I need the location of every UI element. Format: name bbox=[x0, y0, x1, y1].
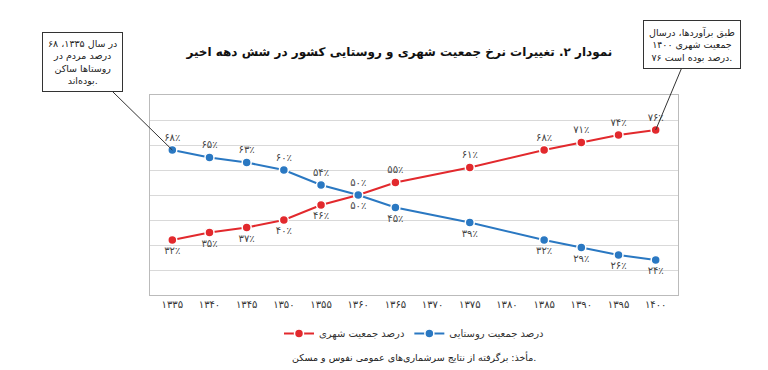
svg-text:مأخذ: برگرفته از نتایج سرشماری: مأخذ: برگرفته از نتایج سرشماری‌های عمومی… bbox=[292, 351, 536, 363]
svg-text:۵۵٪: ۵۵٪ bbox=[387, 164, 403, 175]
svg-text:۱۳۶۵: ۱۳۶۵ bbox=[385, 299, 406, 310]
svg-text:۳۹٪: ۳۹٪ bbox=[462, 228, 478, 239]
svg-text:۲۹٪: ۲۹٪ bbox=[573, 253, 589, 264]
svg-text:۳۵٪: ۳۵٪ bbox=[201, 238, 217, 249]
svg-text:۴۵٪: ۴۵٪ bbox=[387, 213, 403, 224]
svg-text:۴۰٪: ۴۰٪ bbox=[276, 225, 292, 236]
svg-text:۱۳۳۵: ۱۳۳۵ bbox=[162, 299, 183, 310]
svg-text:۱۳۴۰: ۱۳۴۰ bbox=[199, 299, 220, 310]
svg-text:۴۶٪: ۴۶٪ bbox=[313, 210, 329, 221]
svg-text:۷۱٪: ۷۱٪ bbox=[573, 124, 589, 135]
svg-text:۶۳٪: ۶۳٪ bbox=[239, 144, 255, 155]
svg-text:۱۳۷۰: ۱۳۷۰ bbox=[422, 299, 443, 310]
svg-text:۱۳۶۰: ۱۳۶۰ bbox=[347, 299, 368, 310]
svg-text:۱۳۸۵: ۱۳۸۵ bbox=[533, 299, 554, 310]
svg-text:نمودار ۲. تغییرات نرخ جمعیت شه: نمودار ۲. تغییرات نرخ جمعیت شهری و روستا… bbox=[185, 45, 612, 60]
svg-text:۶۸٪: ۶۸٪ bbox=[164, 132, 180, 143]
svg-text:۳۲٪: ۳۲٪ bbox=[164, 245, 180, 256]
svg-text:۱۳۴۵: ۱۳۴۵ bbox=[236, 299, 257, 310]
svg-text:۱۳۵۵: ۱۳۵۵ bbox=[310, 299, 331, 310]
svg-text:۲۴٪: ۲۴٪ bbox=[648, 265, 664, 276]
svg-text:۳۲٪: ۳۲٪ bbox=[536, 245, 552, 256]
svg-text:۱۴۰۰: ۱۴۰۰ bbox=[645, 299, 666, 310]
svg-text:۶۸٪: ۶۸٪ bbox=[536, 132, 552, 143]
svg-text:۳۷٪: ۳۷٪ bbox=[239, 233, 255, 244]
svg-text:۵۴٪: ۵۴٪ bbox=[313, 167, 329, 178]
svg-text:درصد جمعیت شهری: درصد جمعیت شهری bbox=[319, 328, 404, 340]
svg-text:۱۳۵۰: ۱۳۵۰ bbox=[273, 299, 294, 310]
svg-text:درصد جمعیت روستایی: درصد جمعیت روستایی bbox=[449, 328, 543, 340]
svg-text:۷۴٪: ۷۴٪ bbox=[610, 117, 626, 128]
svg-text:۱۳۹۰: ۱۳۹۰ bbox=[571, 299, 592, 310]
svg-text:۵۰٪: ۵۰٪ bbox=[350, 177, 366, 188]
svg-text:۵۰٪: ۵۰٪ bbox=[350, 200, 366, 211]
svg-text:در سال ۱۳۳۵، ۶۸درصد مردم درروس: در سال ۱۳۳۵، ۶۸درصد مردم درروستاها ساکنب… bbox=[48, 38, 117, 86]
svg-text:۱۳۷۵: ۱۳۷۵ bbox=[459, 299, 480, 310]
svg-text:۶۰٪: ۶۰٪ bbox=[276, 152, 292, 163]
svg-text:طبق برآوردها، درسال۱۴۰۰ جمعیت: طبق برآوردها، درسال۱۴۰۰ جمعیت شهری۷۶ درص… bbox=[649, 26, 735, 63]
svg-text:۱۳۸۰: ۱۳۸۰ bbox=[496, 299, 517, 310]
svg-text:۷۶٪: ۷۶٪ bbox=[648, 112, 664, 123]
svg-text:۱۳۹۵: ۱۳۹۵ bbox=[608, 299, 629, 310]
svg-text:۶۱٪: ۶۱٪ bbox=[462, 149, 478, 160]
svg-text:۶۵٪: ۶۵٪ bbox=[201, 139, 217, 150]
svg-text:۲۶٪: ۲۶٪ bbox=[610, 260, 626, 271]
